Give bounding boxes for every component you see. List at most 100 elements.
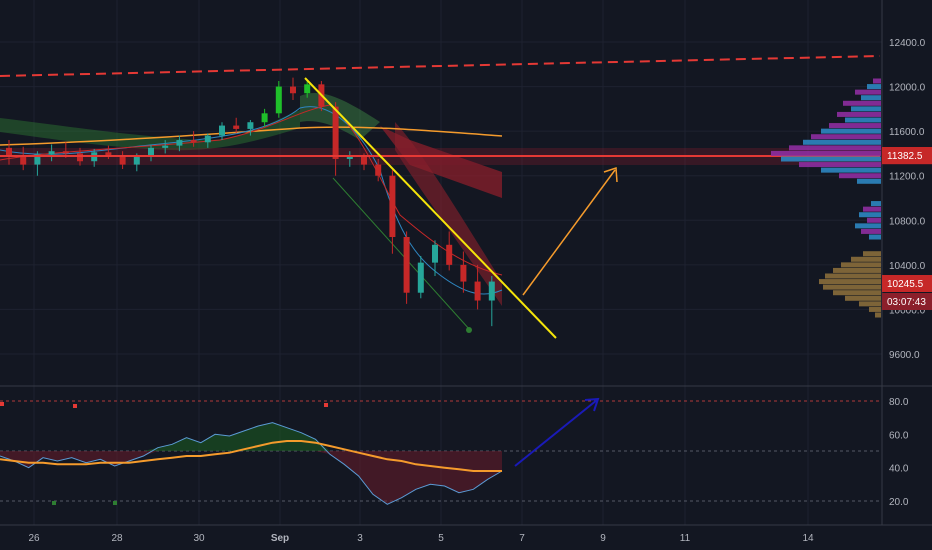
dashed-red-line (0, 55, 881, 77)
oscillator-line (0, 422, 503, 505)
volume-profile-bar (869, 306, 881, 312)
price-tick-label: 10800.0 (889, 216, 926, 227)
candle-down (105, 152, 112, 156)
signal-marker-red (324, 403, 328, 407)
candle-up (176, 140, 183, 146)
volume-profile-bar (851, 106, 881, 112)
volume-profile-bar (839, 173, 881, 179)
volume-profile-bar (845, 117, 881, 123)
volume-profile-bar (855, 223, 881, 229)
volume-profile-bar (871, 201, 881, 207)
oscillator-tick-label: 80.0 (889, 397, 909, 408)
candle-up (275, 86, 282, 114)
oscillator-tick-label: 40.0 (889, 464, 909, 475)
oscillator-ma-line (0, 440, 502, 472)
time-tick-label: 14 (802, 533, 814, 544)
volume-profile-bar (859, 301, 881, 307)
price-tick-label: 10000.0 (889, 305, 926, 316)
countdown-badge: 03:07:43 (882, 293, 932, 310)
moving-average-clouds (0, 93, 932, 306)
candlesticks (6, 77, 495, 327)
volume-profile-bar (857, 178, 881, 184)
candle-up (48, 151, 55, 155)
candle-down (403, 237, 410, 293)
yellow-trendline (304, 77, 557, 339)
candle-up (304, 84, 311, 94)
volume-profile-bar (789, 145, 881, 151)
price-annotations (0, 55, 881, 339)
time-tick-label: 30 (193, 533, 205, 544)
time-tick-label: 26 (28, 533, 40, 544)
candle-up (148, 147, 154, 157)
candle-down (446, 244, 453, 265)
resistance-badge-bg (882, 147, 932, 164)
volume-profile-bar (825, 273, 881, 279)
candle-up (204, 135, 211, 143)
green-dot-marker (466, 327, 472, 333)
volume-profile-bar (841, 262, 881, 268)
volume-profile-bar (829, 123, 881, 129)
candle-down (290, 86, 296, 94)
time-tick-label: Sep (271, 533, 289, 544)
candle-up (133, 156, 140, 165)
time-tick-label: 3 (357, 533, 363, 544)
price-tick-label: 11200.0 (889, 172, 925, 183)
resistance-badge-label: 11382.5 (887, 151, 923, 162)
oscillator-tick-label: 20.0 (889, 497, 909, 508)
time-tick-label: 5 (438, 533, 444, 544)
volume-profile-bar (781, 156, 881, 162)
volume-profile-bar (811, 134, 881, 140)
oscillator-fill-green (0, 422, 502, 451)
volume-profile-bar (873, 78, 881, 84)
oscillator-axis[interactable]: 80.0 60.0 40.0 20.0 (889, 397, 909, 508)
volume-profile-bar (845, 295, 881, 301)
green-channel-line (332, 177, 471, 331)
price-axis[interactable]: 12400.0 12000.0 11600.0 11200.0 10800.0 10400… (889, 38, 926, 361)
volume-profile-bar (833, 267, 881, 273)
volume-profile-bar (875, 312, 881, 318)
candle-down (361, 155, 367, 165)
candle-down (62, 151, 69, 154)
volume-profile-bar (861, 228, 881, 234)
volume-profile-bar (821, 128, 881, 134)
price-tick-label: 10400.0 (889, 261, 926, 272)
time-tick-label: 9 (600, 533, 606, 544)
volume-profile-bar (869, 234, 881, 240)
volume-profile-bar (867, 217, 881, 223)
candle-down (389, 175, 396, 237)
current-badge-label: 10245.5 (887, 279, 924, 290)
signal-marker-green (52, 501, 56, 505)
current-badge-bg (882, 275, 932, 292)
volume-profile-bar (863, 251, 881, 257)
oscillator-panel (0, 397, 600, 505)
candle-down (77, 153, 83, 162)
candle-down (119, 155, 126, 165)
countdown-badge-label: 03:07:43 (887, 297, 926, 308)
time-tick-label: 28 (111, 533, 123, 544)
candle-down (190, 140, 197, 143)
candle-up (432, 244, 438, 263)
volume-profile-bar (823, 284, 881, 290)
red-ribbon-lower (395, 122, 502, 306)
orange-arrow-head (603, 166, 618, 183)
candle-up (417, 262, 424, 293)
volume-profile-bar (867, 84, 881, 90)
volume-profile-bar (843, 100, 881, 106)
orange-ma-line (0, 126, 503, 146)
candle-up (34, 154, 41, 165)
volume-profile-bar (855, 89, 881, 95)
blue-arrow-shaft (514, 399, 598, 467)
volume-profile-bar (819, 279, 881, 285)
candle-down (332, 106, 339, 159)
candle-down (375, 164, 382, 176)
volume-profile-bar (833, 290, 881, 296)
candle-down (6, 147, 12, 156)
candle-down (20, 155, 27, 165)
time-axis[interactable]: 26 28 30 Sep 3 5 7 9 11 14 (28, 533, 814, 544)
volume-profile-bar (851, 256, 881, 262)
candle-up (162, 145, 169, 148)
green-ribbon (0, 110, 300, 151)
time-tick-label: 11 (680, 533, 691, 544)
countdown-badge-bg (882, 293, 932, 310)
